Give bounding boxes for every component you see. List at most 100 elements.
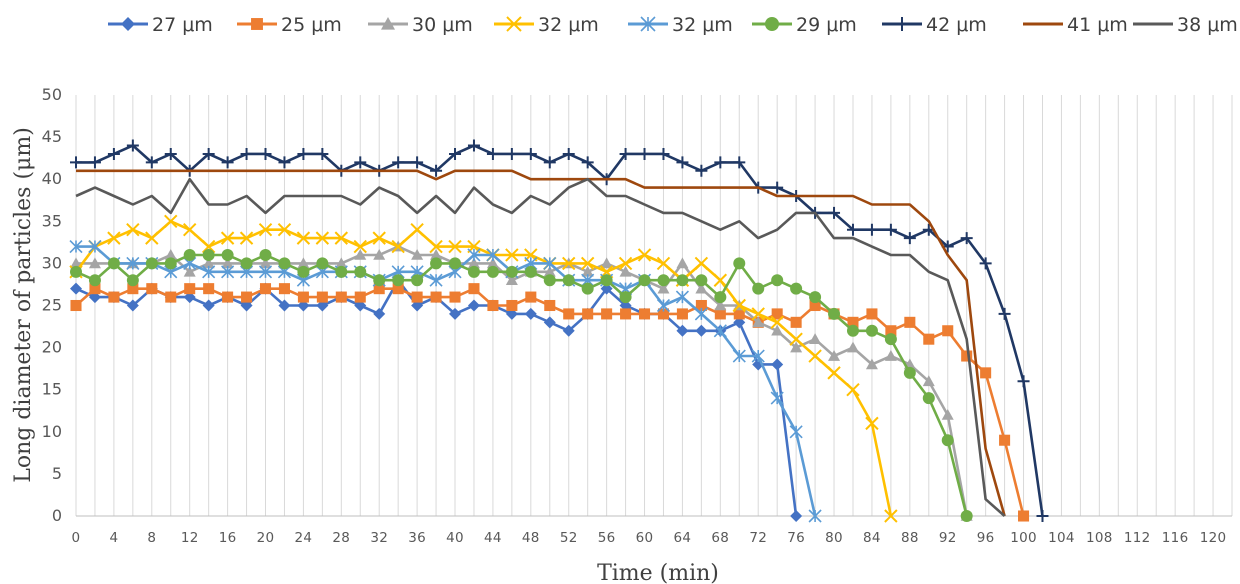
data-point [941,434,954,447]
legend-label: 38 μm [1177,14,1238,36]
data-point [202,299,215,312]
data-point [771,308,783,320]
data-point [277,223,292,237]
data-point [221,248,234,261]
data-point [89,283,101,295]
data-point [676,274,689,287]
data-point [411,291,423,303]
data-point [765,17,779,31]
data-point [752,316,765,328]
legend-label: 42 μm [926,14,987,36]
series-6 [70,248,973,522]
data-point [506,16,522,32]
series-8 [76,169,1006,517]
data-point [183,265,196,277]
data-point [392,274,405,287]
data-point [752,282,765,295]
data-point [771,181,784,194]
data-point [884,509,898,523]
data-point [581,265,594,277]
data-point [657,308,670,320]
data-point [714,308,726,320]
x-tick-label: 60 [636,530,654,546]
data-point [391,239,405,254]
data-point [524,265,537,278]
data-point [999,434,1011,446]
data-point [221,257,234,269]
legend-item: 27 μm [108,14,213,36]
data-point [618,256,633,271]
series-9 [75,177,1006,517]
x-tick-label: 4 [109,530,118,546]
y-tick-label: 25 [42,296,62,315]
data-point [259,147,272,160]
data-point [297,257,310,269]
data-point [582,308,594,320]
data-point [619,265,632,277]
data-point [770,391,784,405]
legend-item: 32 μm [628,14,733,36]
data-point [580,256,595,271]
data-point [657,274,670,287]
data-point [828,350,841,361]
data-point [316,257,329,270]
data-point [239,231,254,245]
y-tick-label: 30 [42,253,62,272]
data-point [467,139,480,152]
data-point [410,223,424,237]
data-point [543,156,556,169]
data-point [771,274,784,287]
data-point [353,239,367,254]
data-point [885,325,897,337]
data-point [884,333,897,346]
legend: 27 μm 25 μm 30 μm 32 μm 32 μm 29 μm 42 μm 41 μm… [108,14,1238,36]
data-point [297,291,309,303]
x-axis-title: Time (min) [597,561,719,584]
data-point [315,231,330,245]
data-point [202,147,215,160]
data-point [922,375,935,387]
data-point [448,239,462,254]
data-point [182,223,197,237]
data-point [334,231,349,245]
data-point [373,274,386,287]
data-point [164,248,177,260]
y-tick-label: 5 [52,464,62,483]
series-line [76,245,817,517]
y-axis-tick-labels: 0 5 10 15 20 25 30 35 40 45 50 [42,85,62,525]
data-point [486,147,499,160]
data-point [296,231,311,245]
data-point [505,248,519,262]
data-point [145,231,159,245]
series-line [74,220,893,517]
data-point [146,283,158,295]
data-point [126,223,140,237]
data-point [562,324,575,337]
x-tick-label: 100 [1010,530,1037,546]
data-point [392,283,404,295]
data-point [126,274,139,287]
data-point [88,274,101,287]
data-point [884,223,897,236]
data-point [942,325,954,337]
legend-label: 27 μm [152,14,213,36]
data-point [430,248,443,260]
x-tick-label: 24 [295,530,313,546]
data-point [694,256,709,271]
data-point [88,156,101,169]
legend-item: 32 μm [494,14,599,36]
legend-item: 42 μm [882,14,987,36]
data-point [922,392,935,405]
series-line [76,144,1044,517]
data-point [733,308,745,320]
data-point [866,308,878,320]
data-point [316,147,329,160]
data-point [126,139,139,152]
legend-label: 32 μm [538,14,599,36]
x-tick-label: 48 [522,530,540,546]
legend-item: 38 μm [1133,14,1238,36]
legend-item: 25 μm [237,14,342,36]
x-tick-label: 44 [484,530,502,546]
data-point [430,257,443,270]
data-point [354,156,367,169]
